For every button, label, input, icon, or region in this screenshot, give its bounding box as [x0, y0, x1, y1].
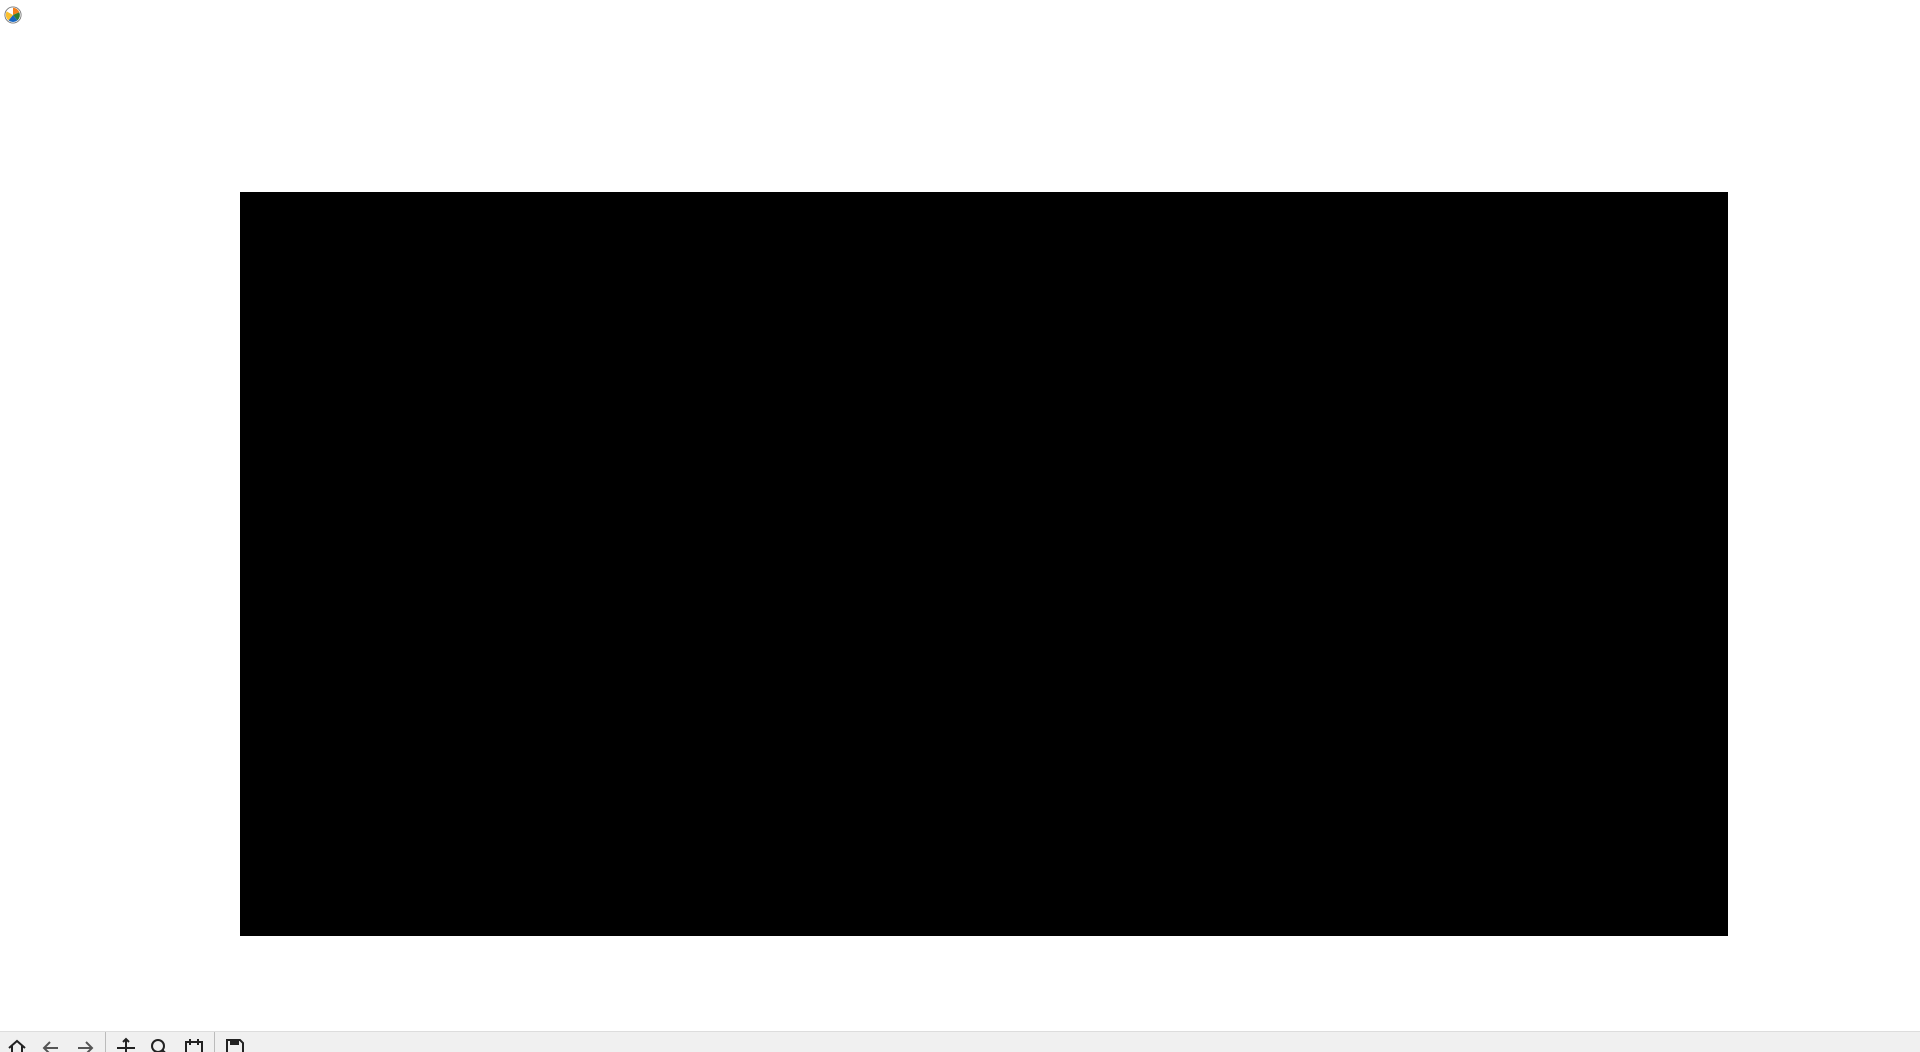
minimize-icon: [1766, 8, 1780, 22]
minimize-button[interactable]: [1743, 0, 1802, 29]
pan-icon: [115, 1037, 137, 1052]
figure-canvas[interactable]: [0, 29, 1920, 1031]
close-icon: [1884, 8, 1898, 22]
restore-button[interactable]: [1802, 0, 1861, 29]
toolbar-separator: [214, 1032, 215, 1052]
toolbar-separator: [105, 1032, 106, 1052]
close-button[interactable]: [1861, 0, 1920, 29]
matplotlib-logo-icon: [3, 5, 23, 25]
window-controls: [1743, 0, 1920, 29]
save-tool[interactable]: [218, 1032, 252, 1052]
title-bar: [0, 0, 1920, 29]
zoom-icon: [149, 1037, 171, 1052]
configure-subplots-icon: [183, 1037, 205, 1052]
configure-tool[interactable]: [177, 1032, 211, 1052]
home-icon: [6, 1037, 28, 1052]
forward-arrow-icon: [74, 1037, 96, 1052]
home-tool[interactable]: [0, 1032, 34, 1052]
pan-tool[interactable]: [109, 1032, 143, 1052]
back-tool[interactable]: [34, 1032, 68, 1052]
word-cloud-background: [240, 192, 1728, 936]
word-cloud: [240, 192, 1728, 936]
save-icon: [224, 1037, 246, 1052]
navigation-toolbar: [0, 1031, 1920, 1052]
word-cloud-image: [240, 192, 1728, 936]
restore-icon: [1825, 8, 1839, 22]
forward-tool[interactable]: [68, 1032, 102, 1052]
zoom-tool[interactable]: [143, 1032, 177, 1052]
back-arrow-icon: [40, 1037, 62, 1052]
